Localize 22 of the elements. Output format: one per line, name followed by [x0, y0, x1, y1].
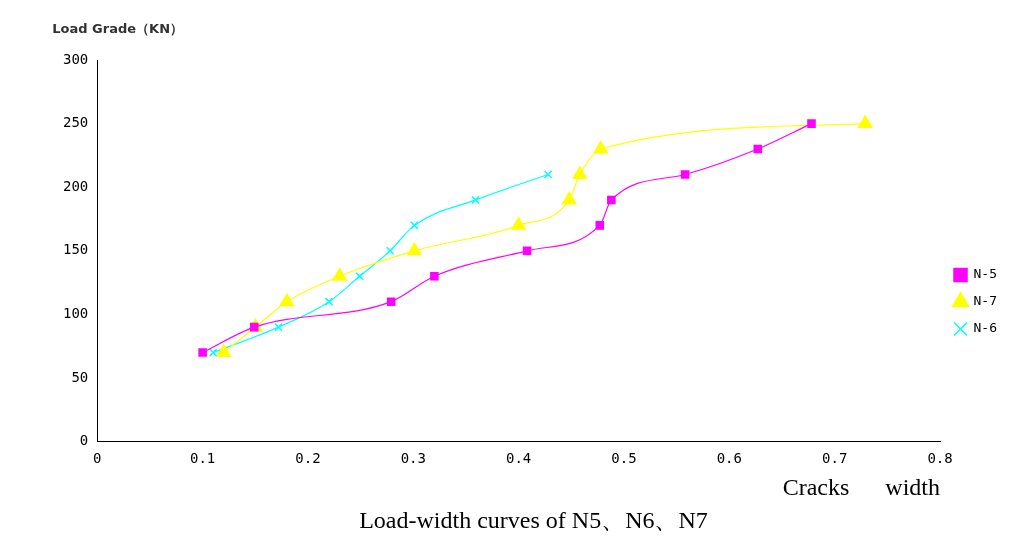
x-tick-label: 0.2 — [295, 449, 321, 466]
x-tick-label: 0.7 — [822, 449, 848, 466]
y-tick-label: 250 — [62, 114, 89, 131]
legend-label: N-7 — [973, 293, 997, 309]
x-tick-label: 0.8 — [927, 449, 953, 466]
x-axis-title: Cracks width — [782, 474, 941, 501]
y-tick-label: 100 — [62, 305, 89, 322]
y-axis-title: Load Grade（KN） — [52, 21, 184, 37]
y-tick-label: 150 — [62, 241, 89, 258]
y-tick-label: 200 — [62, 177, 89, 194]
text: Load-width curves of N5、N6、N7 — [359, 506, 708, 533]
legend-label: N-5 — [973, 266, 997, 282]
x-tick-label: 0.6 — [716, 449, 742, 466]
x-tick-label: 0.3 — [400, 449, 426, 466]
y-tick-label: 300 — [62, 50, 89, 67]
y-tick-label: 50 — [71, 368, 89, 385]
x-tick-label: 0.4 — [506, 449, 532, 466]
x-tick-label: 0.1 — [189, 449, 216, 466]
x-tick-label: 0 — [93, 449, 102, 466]
y-tick-label: 0 — [79, 432, 89, 449]
legend-label: N-6 — [973, 320, 997, 336]
x-tick-label: 0.5 — [611, 449, 637, 466]
